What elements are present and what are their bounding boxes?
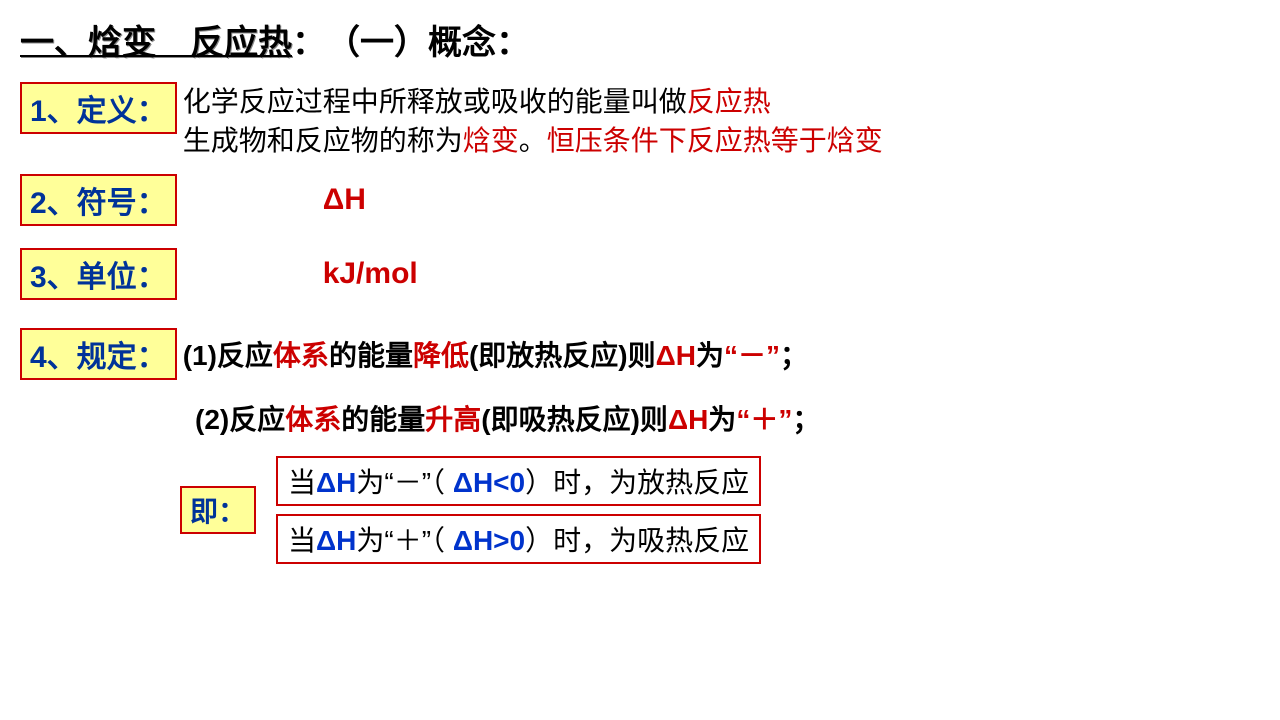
r2i: ； <box>792 404 820 435</box>
row-symbol: 2、符号： ΔH <box>20 174 1260 226</box>
page-title: 一、焓变 反应热： （一）概念： <box>20 15 1260 64</box>
summary-row: 即： 当ΔH为“－”（ ΔH<0）时，为放热反应 当ΔH为“＋”（ ΔH>0）时… <box>180 456 1260 564</box>
label-summary: 即： <box>180 486 256 534</box>
def-p2: 反应热 <box>687 86 771 117</box>
s1e: ）时，为放热反应 <box>525 467 749 498</box>
r2b: 体系 <box>285 404 341 435</box>
label-rule: 4、规定： <box>20 328 177 380</box>
r1f: ΔH <box>656 340 696 371</box>
label-unit: 3、单位： <box>20 248 177 300</box>
s1c: 为“－”（ <box>356 467 445 498</box>
s1b: ΔH <box>316 467 356 498</box>
title-main: 一、焓变 反应热 <box>20 24 292 62</box>
r1b: 体系 <box>273 340 329 371</box>
unit-value: kJ/mol <box>323 257 418 291</box>
s1d: ΔH<0 <box>445 467 525 498</box>
title-sub: （一）概念： <box>343 24 530 62</box>
row-unit: 3、单位： kJ/mol <box>20 248 1260 300</box>
r1i: ； <box>780 340 808 371</box>
row-rule: 4、规定： (1)反应体系的能量降低(即放热反应)则ΔH为“－”； <box>20 328 1260 380</box>
r2f: ΔH <box>668 404 708 435</box>
r1a: (1)反应 <box>183 340 273 371</box>
def-p3: 生成物和反应物的称为 <box>183 125 463 156</box>
r2e: (即吸热反应)则 <box>481 404 668 435</box>
def-p4: 焓变 <box>463 125 519 156</box>
row-definition: 1、定义： 化学反应过程中所释放或吸收的能量叫做反应热 生成物和反应物的称为焓变… <box>20 82 1260 160</box>
def-p6: 恒压条件下反应热等于焓变 <box>547 125 883 156</box>
symbol-value: ΔH <box>323 183 366 217</box>
s2a: 当 <box>288 525 316 556</box>
r2h: “＋” <box>736 404 792 435</box>
summary-col: 当ΔH为“－”（ ΔH<0）时，为放热反应 当ΔH为“＋”（ ΔH>0）时，为吸… <box>276 456 761 564</box>
def-p1: 化学反应过程中所释放或吸收的能量叫做 <box>183 86 687 117</box>
summary-line1: 当ΔH为“－”（ ΔH<0）时，为放热反应 <box>276 456 761 506</box>
title-colon: ： <box>292 24 309 62</box>
s2d: ΔH>0 <box>445 525 525 556</box>
r1g: 为 <box>696 340 724 371</box>
label-symbol: 2、符号： <box>20 174 177 226</box>
r2d: 升高 <box>425 404 481 435</box>
s2c: 为“＋”（ <box>356 525 445 556</box>
s2e: ）时，为吸热反应 <box>525 525 749 556</box>
r1d: 降低 <box>413 340 469 371</box>
r1c: 的能量 <box>329 340 413 371</box>
s2b: ΔH <box>316 525 356 556</box>
s1a: 当 <box>288 467 316 498</box>
def-p5: 。 <box>519 125 547 156</box>
r1e: (即放热反应)则 <box>469 340 656 371</box>
r2a: (2)反应 <box>195 404 285 435</box>
rule2-text: (2)反应体系的能量升高(即吸热反应)则ΔH为“＋”； <box>195 398 1260 438</box>
r1h: “－” <box>724 340 780 371</box>
rule1-text: (1)反应体系的能量降低(即放热反应)则ΔH为“－”； <box>183 334 808 374</box>
r2g: 为 <box>708 404 736 435</box>
r2c: 的能量 <box>341 404 425 435</box>
label-definition: 1、定义： <box>20 82 177 134</box>
summary-line2: 当ΔH为“＋”（ ΔH>0）时，为吸热反应 <box>276 514 761 564</box>
definition-text: 化学反应过程中所释放或吸收的能量叫做反应热 生成物和反应物的称为焓变。恒压条件下… <box>183 82 1260 160</box>
